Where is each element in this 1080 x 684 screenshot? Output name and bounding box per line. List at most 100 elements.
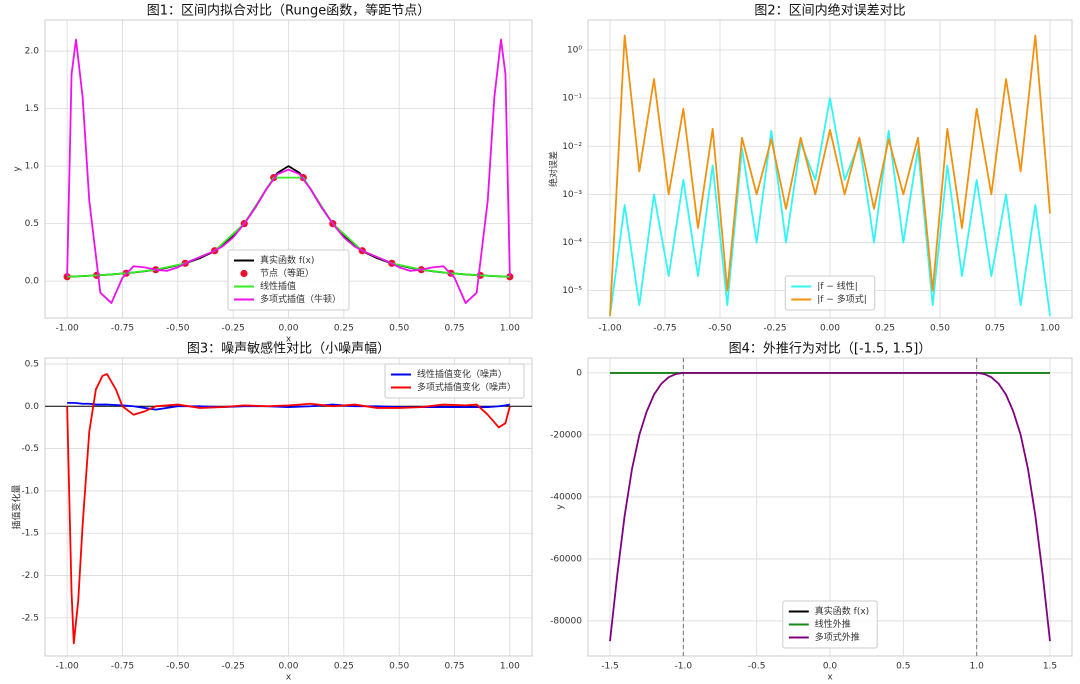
legend: 线性插值变化（噪声）多项式插值变化（噪声） [384,363,525,399]
series-line [66,38,511,304]
x-tick-label: 0.00 [820,324,840,334]
legend-label: 真实函数 f(x) [815,605,869,617]
legend-label: 线性外推 [815,618,851,630]
y-axis-label: y [13,166,23,172]
series-line [609,97,1051,316]
y-tick-label: 10⁻⁴ [562,238,582,248]
x-tick-label: -0.75 [111,662,134,672]
legend-label: 多项式外推 [815,631,860,643]
series-line [67,176,510,278]
x-tick-label: 0.25 [334,324,354,334]
y-tick-label: -40000 [550,492,582,502]
legend-label: 节点（等距） [260,267,314,279]
y-tick-label: -2.5 [21,613,39,623]
x-tick-label: -1.00 [598,324,622,334]
x-tick-label: -0.50 [166,324,190,334]
legend-box [784,275,876,311]
y-axis-label: 插值变化量 [11,484,23,529]
series-line [66,373,511,645]
legend-box [384,363,525,399]
y-tick-label: 10⁻⁵ [562,286,582,296]
y-tick-label: -1.0 [21,486,39,496]
x-tick-label: 1.00 [500,662,520,672]
x-tick-label: 0.75 [444,662,464,672]
x-tick-label: -0.75 [111,324,134,334]
y-tick-label: 0 [576,368,582,378]
x-axis-label: x [286,673,292,683]
legend-label: 线性插值 [260,280,296,292]
legend-label: 多项式插值（牛顿） [260,293,341,305]
x-tick-label: 0.5 [896,662,910,672]
chart-title: 图1：区间内拟合对比（Runge函数，等距节点） [147,3,430,19]
legend-label: |f − 线性| [817,280,858,292]
x-tick-label: 0.00 [278,324,298,334]
x-tick-label: -0.50 [708,324,732,334]
x-tick-label: 1.5 [1043,662,1057,672]
x-tick-label: -0.50 [166,662,190,672]
chart-title: 图3：噪声敏感性对比（小噪声幅） [187,341,390,357]
node-point [63,273,71,281]
x-tick-label: -1.00 [55,324,79,334]
y-tick-label: -2.0 [21,571,39,581]
legend-label: 真实函数 f(x) [260,254,314,266]
x-axis-label: x [827,673,833,683]
series-line [609,371,1051,642]
x-tick-label: -1.0 [675,662,693,672]
y-axis-label: y [556,504,566,510]
y-tick-label: -20000 [550,430,582,440]
x-tick-label: 0.50 [389,324,409,334]
y-tick-label: -60000 [550,554,582,564]
y-tick-label: 0.5 [25,359,39,369]
x-tick-label: 0.50 [930,324,950,334]
y-tick-label: 0.0 [25,277,40,287]
panel: -1.5 -1.0 -0.5 0.0 0.5 1.0 1.5 0 -20000 -40000 -60… [550,342,1073,683]
chart-title: 图2：区间内绝对误差对比 [754,3,905,19]
panel: -1.00 -0.75 -0.50 -0.25 0.00 0.25 0.50 0.75 1.00… [548,3,1073,334]
legend-label: 线性插值变化（噪声） [417,368,507,380]
y-tick-label: 10⁻³ [562,190,582,200]
x-tick-label: 0.75 [985,324,1005,334]
x-tick-label: 1.00 [500,324,520,334]
legend: |f − 线性||f − 多项式| [784,275,876,311]
plot [609,34,1051,316]
panel: -1.00 -0.75 -0.50 -0.25 0.00 0.25 0.50 0.75 1.00… [11,341,533,683]
y-tick-label: -0.5 [21,444,39,454]
plot [609,358,1051,656]
y-tick-label: 1.0 [25,162,40,172]
y-tick-label: 10⁻² [562,142,582,152]
series-line [609,34,1051,316]
x-tick-label: -0.75 [653,324,676,334]
y-tick-label: -80000 [550,616,582,626]
y-tick-label: -1.5 [21,529,39,539]
y-tick-label: 2.0 [25,47,40,57]
legend-marker [240,269,248,278]
y-tick-label: 0.5 [25,219,39,229]
x-tick-label: -0.25 [763,324,786,334]
x-tick-label: 1.0 [970,662,985,672]
x-tick-label: -0.5 [748,662,766,672]
chart-title: 图4：外推行为对比（[-1.5, 1.5]） [729,342,932,357]
x-tick-label: 0.75 [444,324,464,334]
y-axis-label: 绝对误差 [548,151,560,187]
plot [45,373,532,645]
x-tick-label: 0.25 [875,324,895,334]
x-tick-label: 0.00 [278,662,298,672]
y-tick-label: 1.5 [25,104,39,114]
y-tick-label: 10⁻¹ [562,94,582,104]
x-tick-label: 0.0 [823,662,838,672]
x-tick-label: 1.00 [1040,324,1060,334]
x-tick-label: -0.25 [222,324,245,334]
legend-box [782,600,878,649]
legend-box [227,249,350,311]
panel: -1.00 -0.75 -0.50 -0.25 0.00 0.25 0.50 0.75 1.00… [13,3,533,345]
x-tick-label: 0.25 [334,662,354,672]
legend-label: |f − 多项式| [817,293,867,305]
legend-label: 多项式插值变化（噪声） [417,381,516,393]
x-axis-label: x [286,335,292,345]
x-tick-label: -0.25 [222,662,245,672]
y-tick-label: 10⁰ [567,45,582,55]
x-tick-label: -1.5 [601,662,619,672]
